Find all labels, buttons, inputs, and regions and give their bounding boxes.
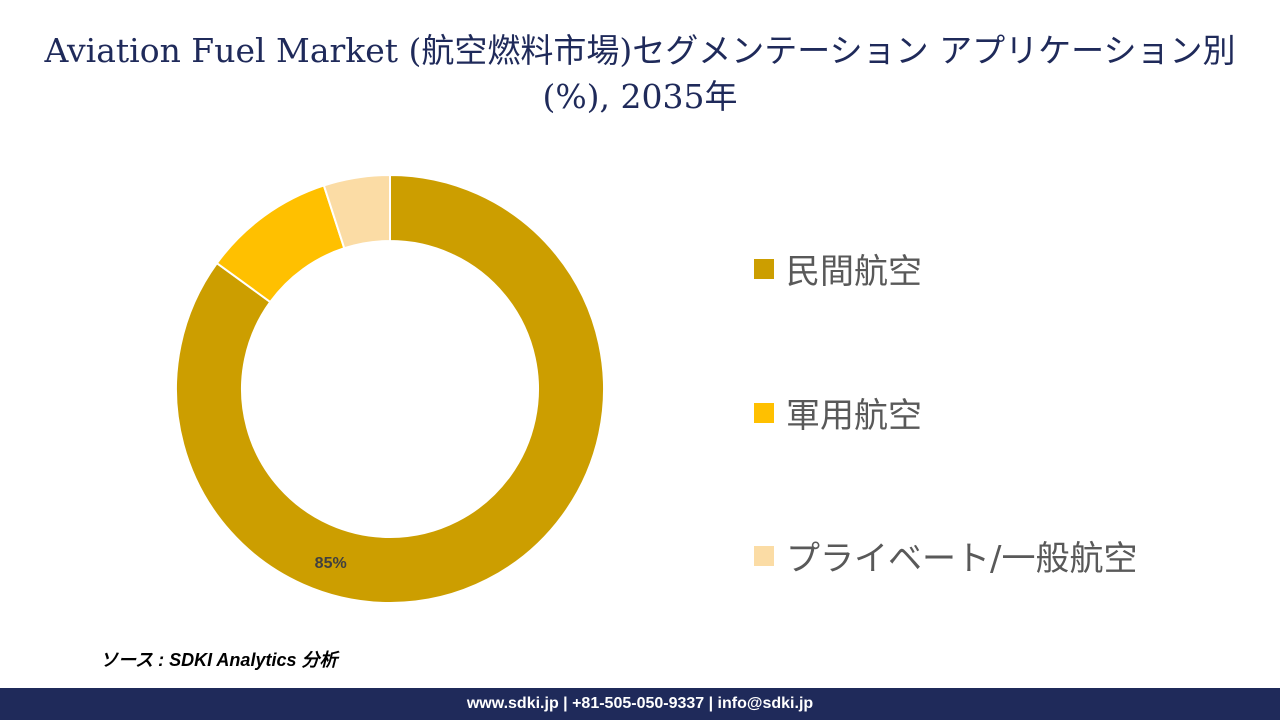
chart-title: Aviation Fuel Market (航空燃料市場)セグメンテーション ア… bbox=[44, 31, 1236, 116]
data-labels: 85% bbox=[315, 555, 347, 572]
footer-contact: www.sdki.jp | +81-505-050-9337 | info@sd… bbox=[0, 688, 1280, 720]
legend-swatch bbox=[754, 258, 774, 279]
donut-slice bbox=[322, 173, 391, 250]
legend-label: 民間航空 bbox=[786, 252, 922, 292]
donut-slice bbox=[175, 173, 605, 604]
donut-slices bbox=[175, 173, 605, 604]
legend-item: 軍用航空 bbox=[754, 388, 922, 437]
legend-label: プライベート/一般航空 bbox=[786, 539, 1138, 579]
legend-item: 民間航空 bbox=[754, 244, 922, 293]
legend-item: プライベート/一般航空 bbox=[754, 531, 1137, 580]
source-note: ソース : SDKI Analytics 分析 bbox=[100, 650, 338, 670]
data-label: 85% bbox=[315, 555, 347, 572]
legend-label: 軍用航空 bbox=[786, 396, 922, 436]
legend-swatch bbox=[754, 402, 774, 423]
legend-swatch bbox=[754, 545, 774, 566]
